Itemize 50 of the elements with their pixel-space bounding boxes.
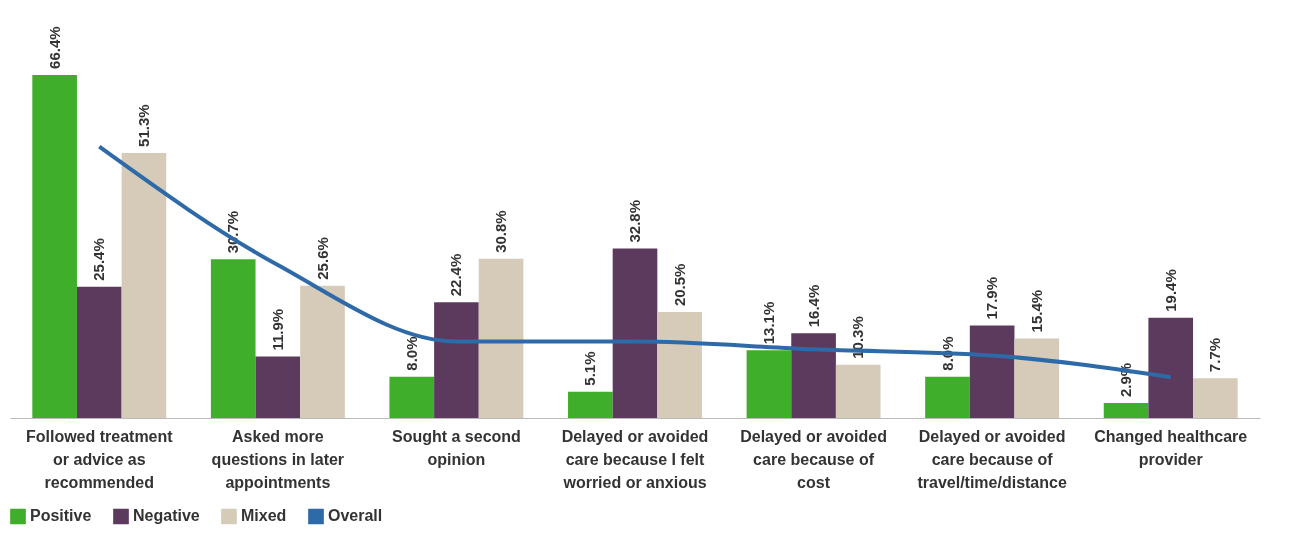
bar bbox=[210, 259, 256, 418]
bar bbox=[612, 248, 658, 418]
data-label: 11.9% bbox=[268, 308, 286, 351]
bar bbox=[969, 325, 1015, 418]
data-label: 16.4% bbox=[804, 284, 822, 328]
bar bbox=[568, 391, 613, 418]
data-label: 32.8% bbox=[626, 199, 643, 243]
x-tick-label: Sought a second opinion bbox=[391, 427, 521, 468]
x-tick-label: Delayed or avoided care because of travel/time/distance bbox=[917, 427, 1067, 491]
bar bbox=[1193, 378, 1238, 418]
data-label: 10.3% bbox=[849, 316, 867, 359]
data-label: 17.9% bbox=[983, 276, 1001, 320]
bar bbox=[76, 286, 122, 418]
data-label: 19.4% bbox=[1161, 269, 1179, 312]
data-label: 25.4% bbox=[90, 238, 108, 281]
x-tick-label: Asked more questions in later appointments bbox=[211, 427, 345, 491]
bar bbox=[478, 258, 524, 418]
bar bbox=[255, 356, 301, 418]
data-label: 25.6% bbox=[313, 237, 331, 280]
data-label: 66.4% bbox=[45, 26, 63, 69]
data-label: 30.8% bbox=[492, 210, 510, 253]
bar bbox=[1014, 338, 1060, 418]
bar bbox=[657, 312, 702, 418]
x-tick-label: Changed healthcare provider bbox=[1094, 427, 1248, 468]
bar bbox=[746, 350, 792, 418]
legend-label: Positive bbox=[30, 507, 92, 525]
x-tick-label: Delayed or avoided care because I felt worried or anxious bbox=[561, 427, 709, 491]
legend-label: Mixed bbox=[241, 507, 287, 525]
bar bbox=[1103, 403, 1149, 418]
bar bbox=[300, 285, 345, 418]
x-tick-label: Followed treatment or advice as recommended bbox=[25, 427, 174, 491]
data-label: 7.7% bbox=[1206, 338, 1224, 373]
data-label: 8.0% bbox=[402, 336, 420, 371]
bar bbox=[389, 376, 435, 418]
x-tick-label: Delayed or avoided care because of cost bbox=[740, 427, 887, 491]
bar bbox=[791, 333, 836, 418]
bar bbox=[1148, 317, 1194, 418]
legend-label: Overall bbox=[328, 507, 383, 525]
bar bbox=[32, 74, 77, 418]
bar bbox=[121, 152, 167, 418]
data-label: 20.5% bbox=[670, 263, 688, 307]
legend-label: Negative bbox=[133, 507, 200, 525]
bar bbox=[835, 364, 881, 418]
data-label: 51.3% bbox=[134, 104, 152, 147]
bar bbox=[925, 376, 970, 418]
bar bbox=[434, 302, 479, 418]
data-label: 15.4% bbox=[1027, 289, 1045, 333]
data-label: 5.1% bbox=[581, 351, 599, 386]
data-label: 22.4% bbox=[447, 253, 465, 297]
data-label: 13.1% bbox=[759, 301, 777, 345]
